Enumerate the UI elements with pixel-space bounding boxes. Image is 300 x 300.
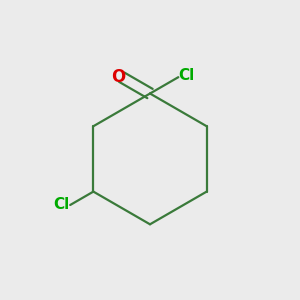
Text: Cl: Cl bbox=[178, 68, 195, 83]
Text: O: O bbox=[111, 68, 125, 86]
Text: Cl: Cl bbox=[53, 197, 69, 212]
